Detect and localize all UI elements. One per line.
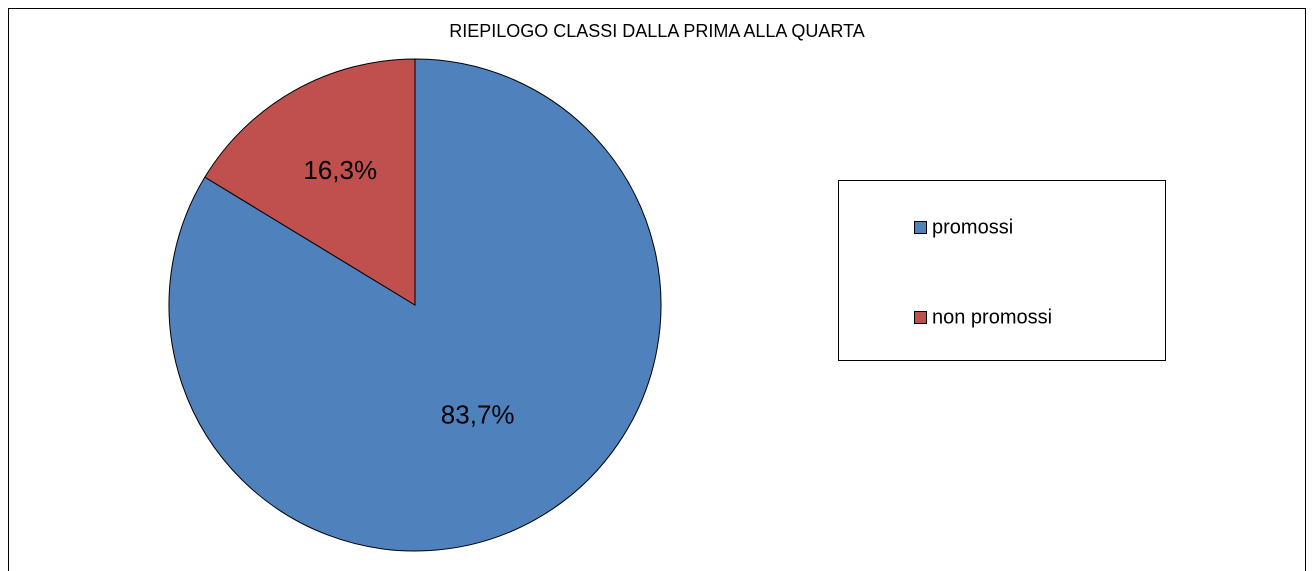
data-label: 16,3%: [303, 155, 377, 185]
legend-swatch: [914, 221, 927, 234]
legend-box: [838, 180, 1166, 361]
legend-swatch: [914, 311, 927, 324]
data-label: 83,7%: [441, 399, 515, 429]
legend-label: non promossi: [932, 306, 1052, 328]
legend-label: promossi: [932, 216, 1013, 238]
chart-title: RIEPILOGO CLASSI DALLA PRIMA ALLA QUARTA: [449, 21, 865, 41]
pie-slice: [204, 58, 416, 306]
